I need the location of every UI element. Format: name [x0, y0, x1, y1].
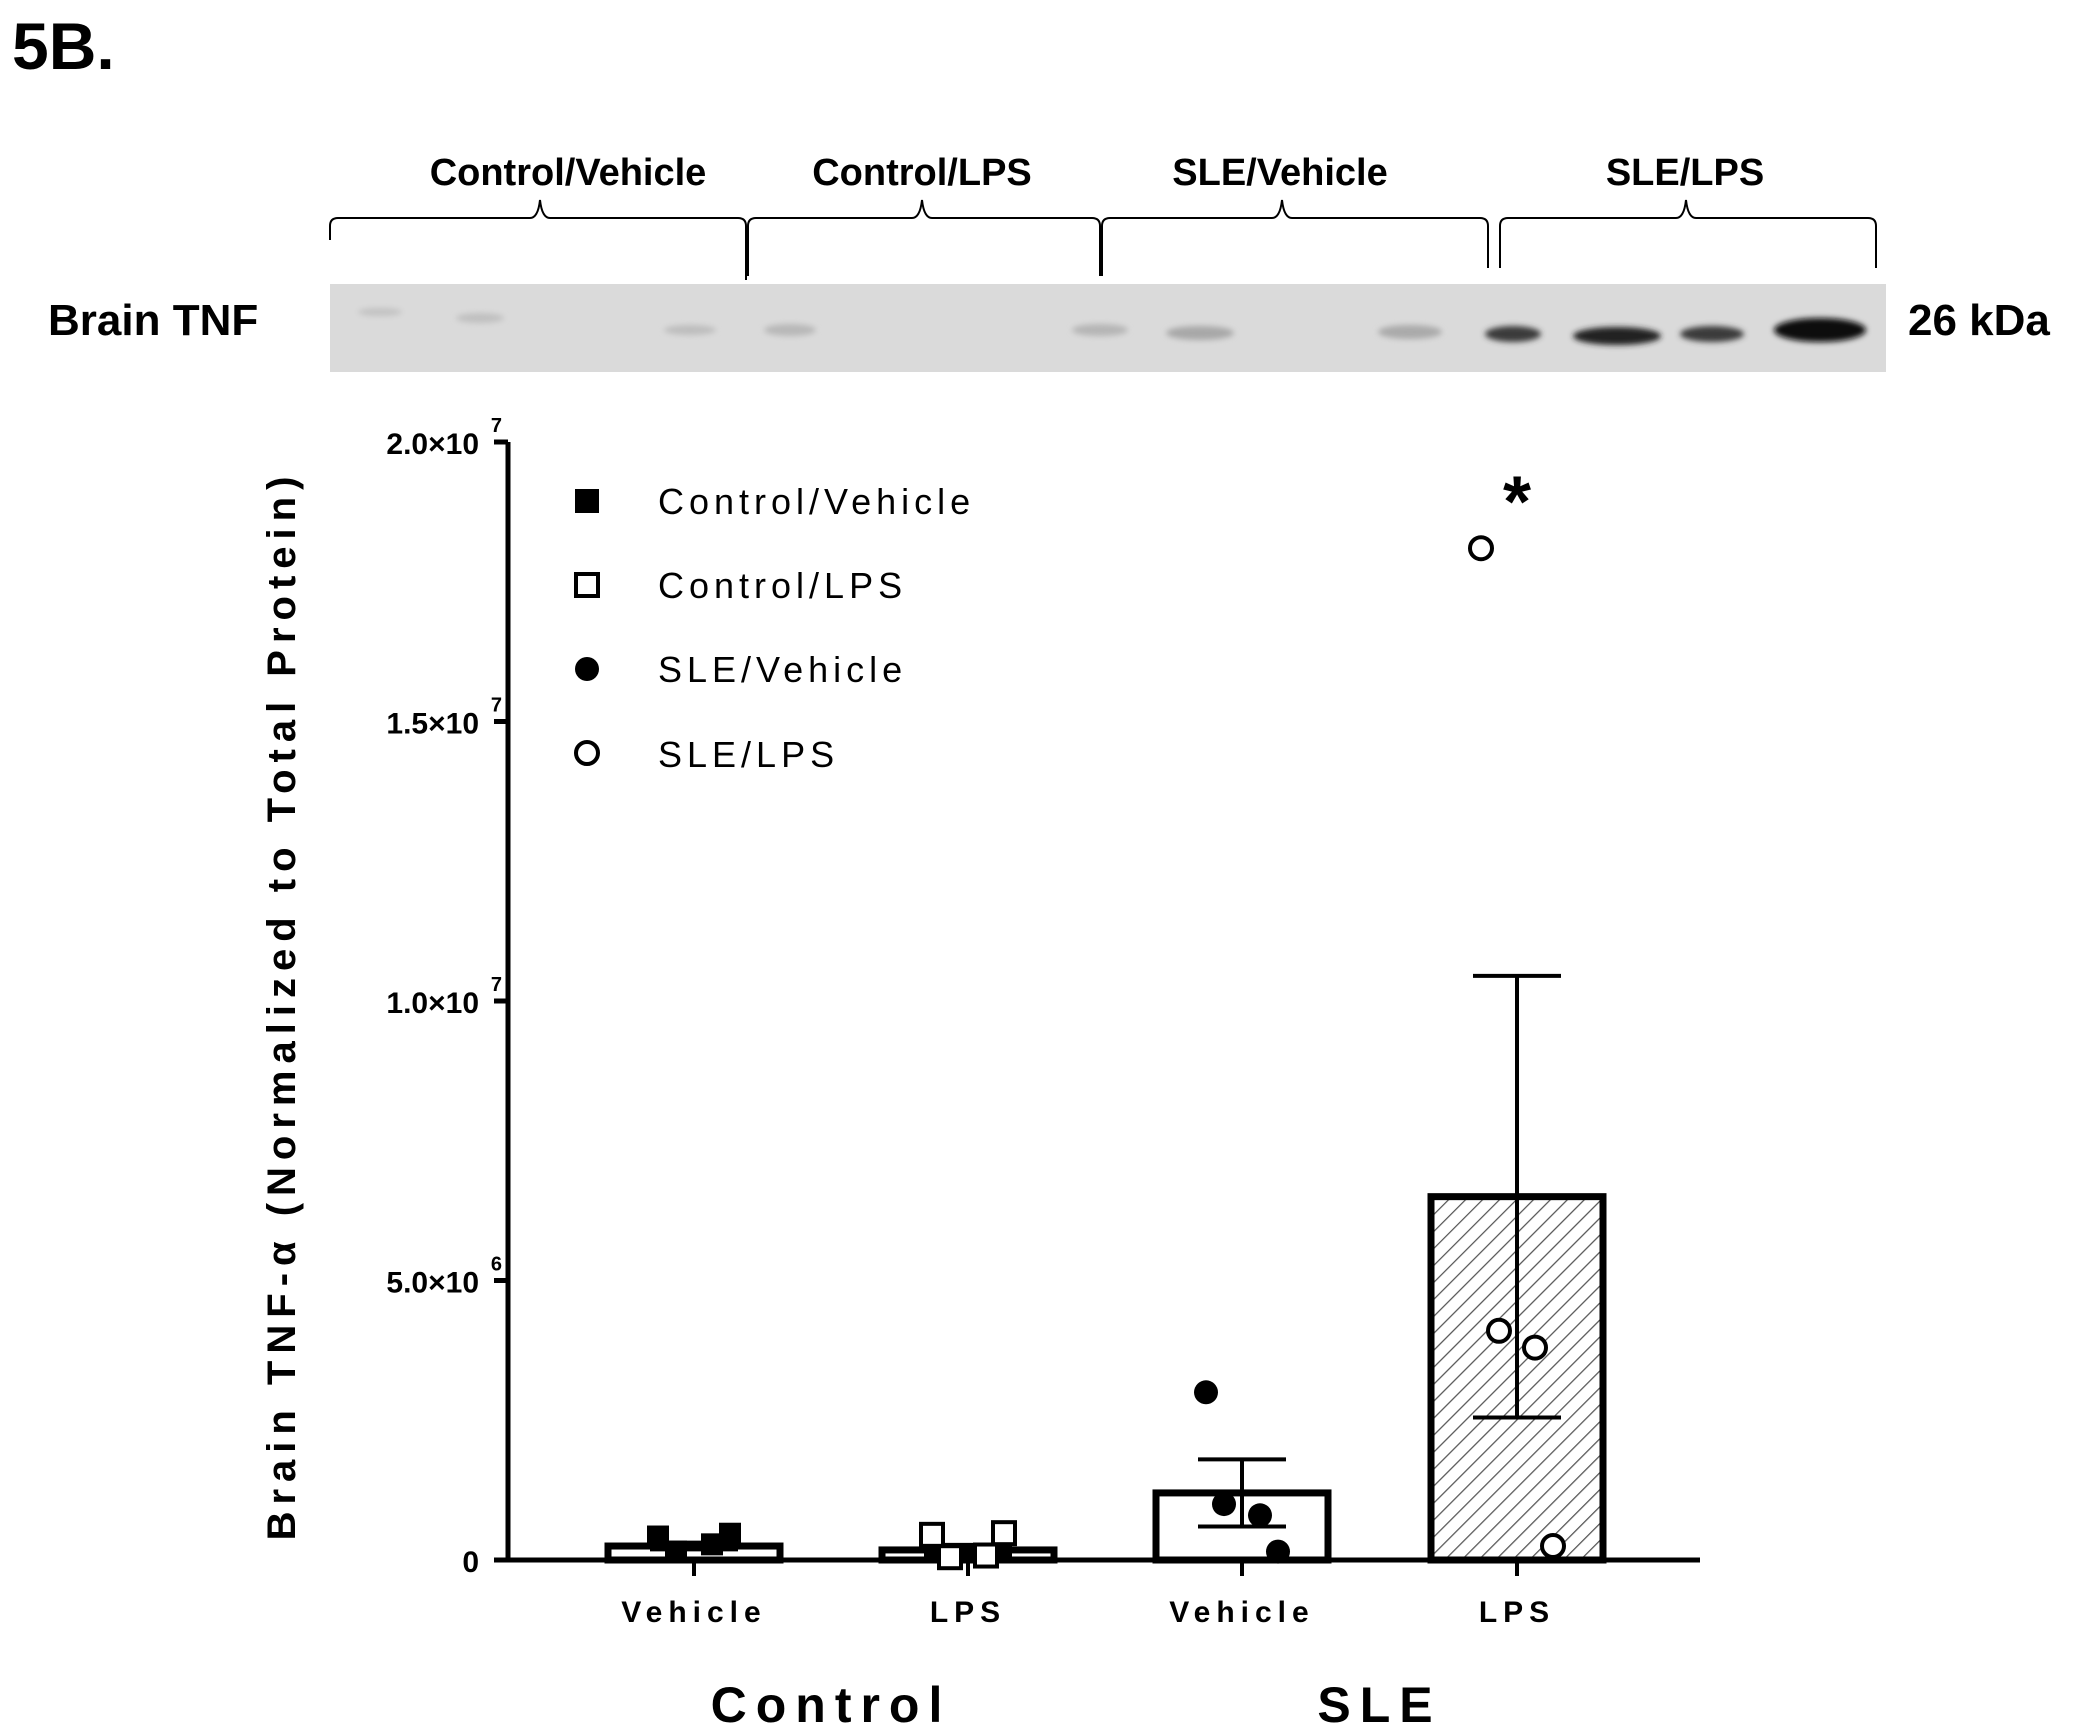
y-tick-label: 0: [462, 1546, 479, 1579]
y-tick-label: 2.0×10: [386, 428, 479, 461]
y-tick-label: 1.5×10: [386, 708, 479, 741]
blot-band: [764, 324, 816, 336]
y-tick-label: 5.0×10: [386, 1267, 479, 1300]
data-point: [973, 1542, 999, 1569]
bar: [878, 1546, 1058, 1564]
data-point: [937, 1544, 963, 1571]
blot-band: [1072, 324, 1128, 336]
blot-group-label: SLE/LPS: [1605, 152, 1765, 194]
significance-marker: *: [1503, 463, 1531, 543]
bar: [604, 1542, 784, 1564]
x-tick-label: Vehicle: [1169, 1596, 1314, 1629]
brace-control-vehicle: [329, 199, 747, 280]
blot-group-label: Control/LPS: [812, 152, 1032, 194]
blot-band: [1774, 318, 1866, 342]
blot-group-label: Control/Vehicle: [429, 152, 707, 194]
data-point: [665, 1540, 687, 1563]
group-label: Control: [711, 1677, 952, 1728]
data-point: [1486, 1317, 1512, 1344]
legend-label: SLE/Vehicle: [658, 649, 907, 690]
blot-band: [1166, 326, 1234, 340]
panel-label: 5B.: [12, 9, 115, 83]
data-point: [1468, 535, 1494, 562]
blot-band: [456, 313, 504, 323]
legend-label: Control/LPS: [658, 565, 907, 606]
data-point: [1248, 1503, 1272, 1528]
x-tick-label: Vehicle: [621, 1596, 766, 1629]
legend-label: SLE/LPS: [658, 734, 839, 775]
data-point: [701, 1533, 723, 1556]
brace-control-lps: [747, 199, 1101, 276]
data-point: [1212, 1492, 1236, 1517]
data-point: [1522, 1334, 1548, 1361]
brace-sle-vehicle: [1101, 199, 1489, 276]
data-point: [991, 1520, 1017, 1547]
blot-band: [1378, 325, 1442, 339]
bar: [1427, 1193, 1607, 1564]
blot-row-label: Brain TNF: [48, 296, 259, 345]
blot-band: [1485, 326, 1541, 342]
legend-marker-control-vehicle: [575, 489, 599, 513]
group-label: SLE: [1317, 1677, 1441, 1728]
blot-band: [1573, 327, 1661, 345]
y-tick-exponent: 7: [491, 695, 502, 717]
blot-size-label: 26 kDa: [1908, 296, 2050, 345]
data-point: [919, 1521, 945, 1548]
x-tick-label: LPS: [930, 1596, 1006, 1629]
x-tick-label: LPS: [1479, 1596, 1555, 1629]
blot-band: [358, 308, 402, 316]
brace-sle-lps: [1499, 199, 1877, 268]
data-point: [719, 1522, 741, 1545]
y-tick-exponent: 7: [491, 415, 502, 437]
blot-image: [329, 199, 1886, 372]
blot-group-label: SLE/Vehicle: [1172, 152, 1388, 194]
data-point: [1194, 1380, 1218, 1405]
blot-band: [664, 325, 716, 335]
data-point: [1540, 1533, 1566, 1560]
legend-marker-control-lps: [574, 572, 600, 598]
y-tick-label: 1.0×10: [386, 987, 479, 1020]
bar: [1152, 1489, 1332, 1564]
y-axis-title: Brain TNF-α (Normalized to Total Protein…: [260, 470, 304, 1541]
y-tick-exponent: 7: [491, 974, 502, 996]
data-point: [647, 1525, 669, 1548]
legend-marker-sle-vehicle: [575, 657, 599, 681]
blot-band: [1680, 326, 1744, 342]
data-point: [1266, 1539, 1290, 1564]
legend: Control/Vehicle Control/LPS SLE/Vehicle …: [574, 481, 975, 775]
legend-marker-sle-lps: [574, 740, 600, 766]
y-tick-exponent: 6: [491, 1254, 502, 1276]
legend-label: Control/Vehicle: [658, 481, 975, 522]
